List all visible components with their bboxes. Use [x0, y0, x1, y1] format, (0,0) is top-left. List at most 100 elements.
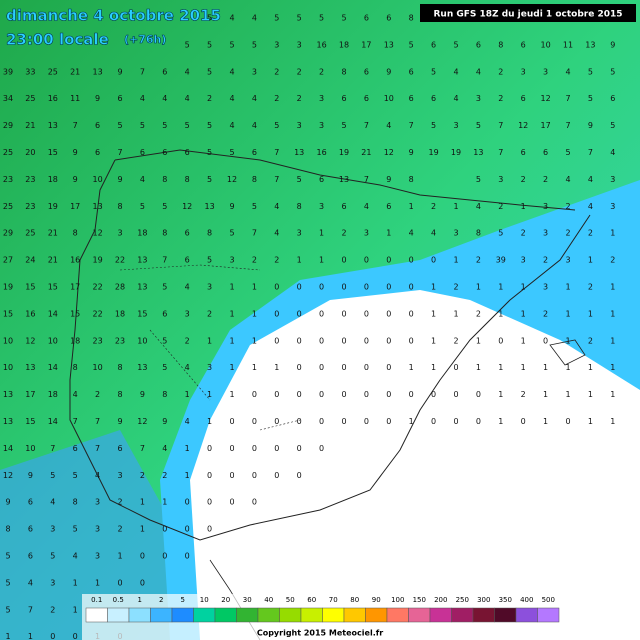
grid-value: 1 — [565, 336, 570, 345]
grid-value: 0 — [409, 283, 414, 292]
grid-value: 5 — [140, 202, 145, 211]
grid-value: 0 — [229, 498, 234, 507]
legend-swatch — [365, 607, 388, 623]
grid-value: 15 — [25, 417, 35, 426]
legend-label: 80 — [350, 596, 359, 604]
grid-value: 8 — [73, 229, 78, 238]
grid-value: 5 — [319, 14, 324, 23]
grid-value: 3 — [229, 256, 234, 265]
grid-value: 0 — [364, 363, 369, 372]
grid-value: 39 — [3, 67, 13, 76]
grid-value: 8 — [252, 175, 257, 184]
legend-swatch — [171, 607, 194, 623]
grid-value: 7 — [162, 256, 167, 265]
grid-value: 2 — [431, 202, 436, 211]
grid-value: 1 — [610, 309, 615, 318]
grid-value: 15 — [137, 309, 147, 318]
grid-value: 18 — [48, 175, 58, 184]
grid-value: 4 — [588, 175, 593, 184]
grid-value: 5 — [229, 229, 234, 238]
grid-value: 1 — [252, 336, 257, 345]
grid-value: 5 — [341, 14, 346, 23]
grid-value: 17 — [70, 283, 80, 292]
grid-value: 0 — [297, 390, 302, 399]
grid-value: 0 — [252, 444, 257, 453]
grid-value: 12 — [93, 229, 103, 238]
grid-value: 0 — [319, 309, 324, 318]
grid-value: 2 — [50, 605, 55, 614]
grid-value: 9 — [95, 94, 100, 103]
grid-value: 4 — [185, 417, 190, 426]
grid-value: 8 — [117, 363, 122, 372]
grid-value: 1 — [319, 229, 324, 238]
grid-value: 1 — [207, 417, 212, 426]
grid-value: 0 — [543, 336, 548, 345]
grid-value: 1 — [588, 390, 593, 399]
grid-value: 13 — [25, 363, 35, 372]
grid-value: 0 — [431, 417, 436, 426]
grid-value: 9 — [610, 40, 615, 49]
grid-value: 12 — [227, 175, 237, 184]
grid-value: 0 — [50, 632, 55, 640]
grid-value: 4 — [588, 202, 593, 211]
grid-value: 5 — [207, 14, 212, 23]
grid-value: 0 — [341, 390, 346, 399]
grid-value: 3 — [521, 67, 526, 76]
grid-value: 4 — [229, 121, 234, 130]
grid-value: 7 — [95, 417, 100, 426]
grid-value: 5 — [5, 578, 10, 587]
grid-value: 6 — [185, 229, 190, 238]
grid-value: 2 — [498, 202, 503, 211]
grid-value: 0 — [341, 256, 346, 265]
legend-swatch — [494, 607, 517, 623]
grid-value: 0 — [364, 390, 369, 399]
grid-value: 0 — [274, 283, 279, 292]
grid-value: 6 — [252, 148, 257, 157]
grid-value: 1 — [140, 498, 145, 507]
grid-value: 2 — [207, 94, 212, 103]
grid-value: 4 — [386, 121, 391, 130]
grid-value: 0 — [364, 417, 369, 426]
grid-value: 7 — [252, 229, 257, 238]
grid-value: 0 — [341, 363, 346, 372]
legend-label: 40 — [264, 596, 273, 604]
grid-value: 0 — [319, 283, 324, 292]
grid-value: 13 — [339, 175, 349, 184]
grid-value: 8 — [297, 202, 302, 211]
grid-value: 1 — [565, 283, 570, 292]
grid-value: 5 — [207, 175, 212, 184]
grid-value: 25 — [3, 202, 13, 211]
grid-value: 1 — [610, 390, 615, 399]
grid-value: 21 — [361, 148, 371, 157]
grid-value: 0 — [341, 283, 346, 292]
grid-value: 22 — [115, 256, 125, 265]
grid-value: 2 — [341, 229, 346, 238]
grid-value: 13 — [294, 148, 304, 157]
grid-value: 0 — [252, 417, 257, 426]
grid-value: 18 — [48, 390, 58, 399]
grid-value: 12 — [3, 471, 13, 480]
grid-value: 1 — [588, 309, 593, 318]
legend-label: 50 — [286, 596, 295, 604]
grid-value: 0 — [386, 256, 391, 265]
grid-value: 7 — [588, 148, 593, 157]
grid-value: 5 — [297, 175, 302, 184]
grid-value: 0 — [297, 283, 302, 292]
grid-value: 9 — [117, 175, 122, 184]
legend-label: 20 — [221, 596, 230, 604]
grid-value: 1 — [521, 283, 526, 292]
grid-value: 4 — [95, 471, 100, 480]
grid-value: 10 — [3, 363, 13, 372]
grid-value: 6 — [521, 40, 526, 49]
grid-value: 10 — [384, 94, 394, 103]
grid-value: 0 — [140, 552, 145, 561]
grid-value: 7 — [409, 121, 414, 130]
grid-value: 7 — [364, 175, 369, 184]
grid-value: 1 — [229, 283, 234, 292]
grid-value: 0 — [297, 417, 302, 426]
border — [119, 264, 301, 431]
legend-label: 10 — [200, 596, 209, 604]
grid-value: 0 — [162, 525, 167, 534]
grid-value: 13 — [384, 40, 394, 49]
grid-value: 3 — [297, 121, 302, 130]
